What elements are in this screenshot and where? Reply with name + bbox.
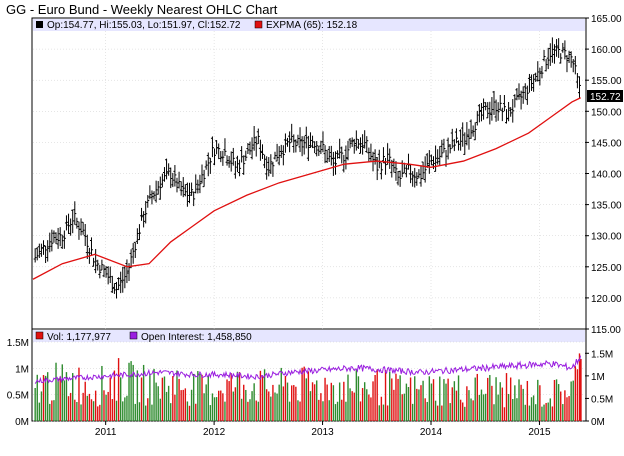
volume-left-tick-label: 1.5M xyxy=(7,338,29,349)
price-legend-band xyxy=(33,19,585,31)
expma-line-group xyxy=(32,97,581,280)
x-tick-label: 2011 xyxy=(95,427,117,438)
expma-legend-swatch xyxy=(254,20,263,29)
vol-legend-text: Vol: 1,177,977 xyxy=(47,332,111,343)
volume-right-tick-label: 0.5M xyxy=(591,394,613,405)
price-tick-label: 125.00 xyxy=(591,263,622,274)
expma-legend-text: EXPMA (65): 152.18 xyxy=(266,20,358,31)
open-interest-line-group xyxy=(34,355,582,384)
x-tick-label: 2015 xyxy=(528,427,551,438)
price-tick-label: 120.00 xyxy=(591,294,622,305)
last-price-marker-bg xyxy=(587,90,623,102)
x-tick-label: 2012 xyxy=(203,427,226,438)
volume-left-tick-label: 1M xyxy=(15,364,29,375)
volume-legend-band xyxy=(33,330,585,342)
price-tick-label: 115.00 xyxy=(591,325,621,336)
volume-right-tick-label: 1.5M xyxy=(591,349,613,360)
ohlc-bars xyxy=(33,37,581,299)
oi-legend-text: Open Interest: 1,458,850 xyxy=(141,332,252,343)
price-tick-label: 155.00 xyxy=(591,76,622,87)
price-tick-label: 165.00 xyxy=(591,14,622,25)
volume-right-tick-label: 1M xyxy=(591,372,605,383)
expma-line xyxy=(32,97,581,280)
vol-legend-swatch xyxy=(35,331,44,340)
price-tick-label: 140.00 xyxy=(591,170,622,181)
price-tick-label: 160.00 xyxy=(591,45,622,56)
x-tick-label: 2013 xyxy=(311,427,334,438)
volume-y-axis: 0M 0.5M 1M 1.5M 0M 0.5M 1M 1.5M xyxy=(7,338,613,428)
volume-right-tick-label: 0M xyxy=(591,417,605,428)
x-tick-label: 2014 xyxy=(420,427,443,438)
volume-left-tick-label: 0M xyxy=(15,417,29,428)
price-tick-label: 130.00 xyxy=(591,232,622,243)
ohlc-legend-swatch xyxy=(36,21,43,28)
oi-legend-swatch xyxy=(129,331,138,340)
last-price-label: 152.72 xyxy=(590,92,621,103)
price-tick-label: 150.00 xyxy=(591,107,622,118)
ohlc-legend-text: Op:154.77, Hi:155.03, Lo:151.97, Cl:152.… xyxy=(47,20,241,31)
open-interest-line xyxy=(34,355,582,384)
x-axis: 2011 2012 2013 2014 2015 xyxy=(95,421,551,438)
volume-left-tick-label: 0.5M xyxy=(7,391,29,402)
price-y-axis: 115.00 120.00 125.00 130.00 135.00 140.00 145.… xyxy=(585,14,622,336)
price-tick-label: 135.00 xyxy=(591,201,622,212)
price-grid xyxy=(33,31,585,329)
chart-title: GG - Euro Bund - Weekly Nearest OHLC Cha… xyxy=(6,2,278,17)
volume-bars xyxy=(34,353,582,421)
price-tick-label: 145.00 xyxy=(591,138,622,149)
